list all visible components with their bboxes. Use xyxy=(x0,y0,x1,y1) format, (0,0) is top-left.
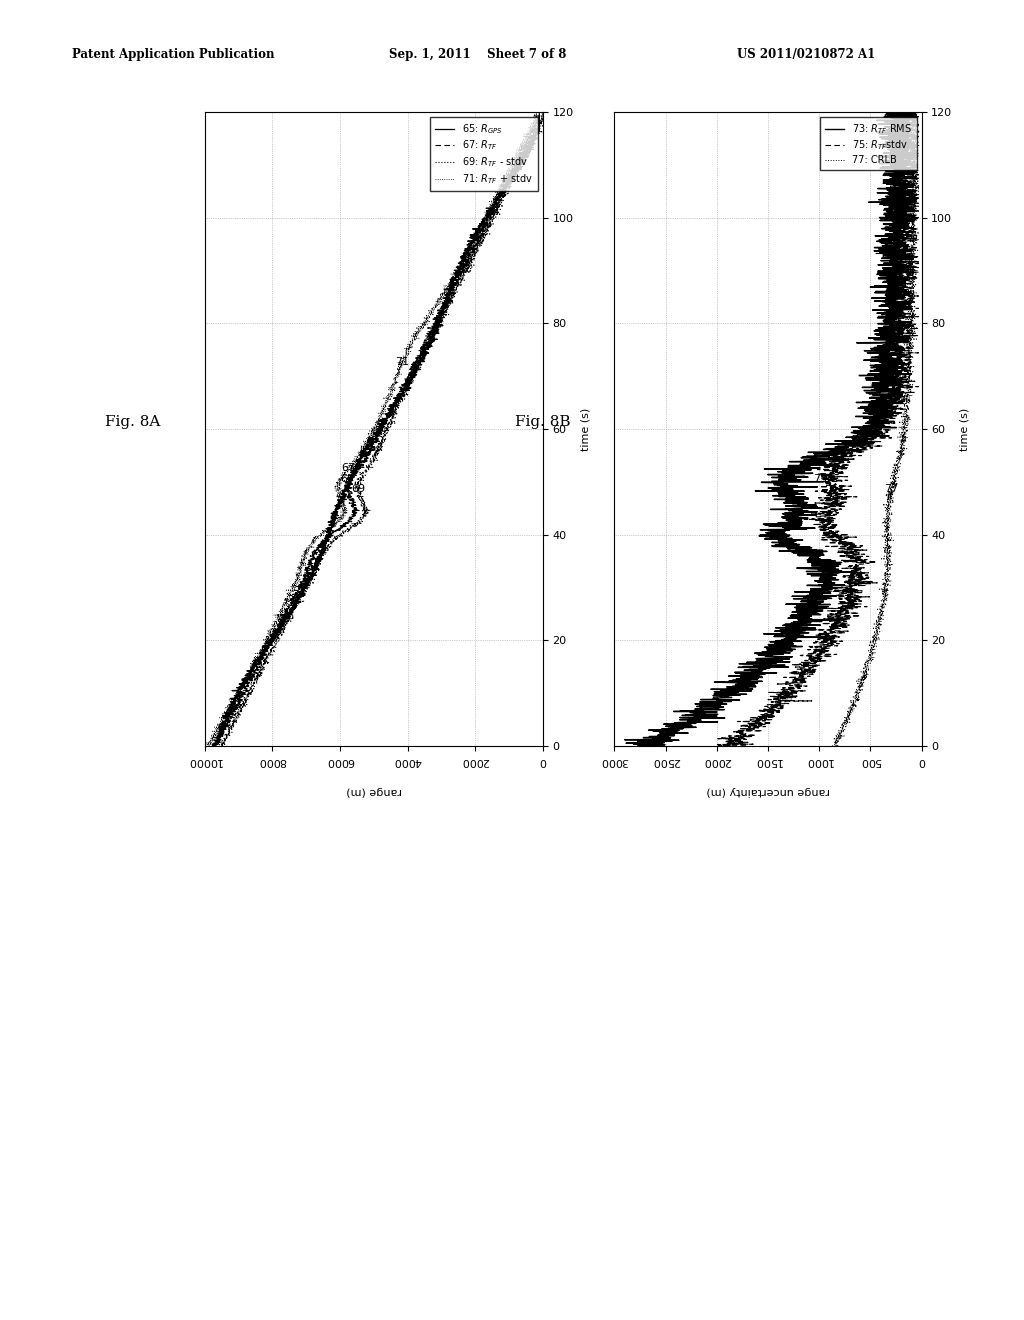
Text: Fig. 8A: Fig. 8A xyxy=(105,416,161,429)
Legend: 73: $R_{TF}$ RMS, 75: $R_{TF}$stdv, 77: CRLB: 73: $R_{TF}$ RMS, 75: $R_{TF}$stdv, 77: … xyxy=(820,117,916,170)
Text: Patent Application Publication: Patent Application Publication xyxy=(72,48,274,61)
Text: US 2011/0210872 A1: US 2011/0210872 A1 xyxy=(737,48,876,61)
Text: 67: 67 xyxy=(342,463,355,473)
Y-axis label: time (s): time (s) xyxy=(581,408,591,450)
Y-axis label: time (s): time (s) xyxy=(959,408,970,450)
Text: Fig. 8B: Fig. 8B xyxy=(515,416,570,429)
Text: 71: 71 xyxy=(395,358,410,367)
Text: 75: 75 xyxy=(813,458,826,467)
Text: 65: 65 xyxy=(340,474,354,483)
Text: 69: 69 xyxy=(351,484,365,494)
Text: 73: 73 xyxy=(813,474,827,483)
X-axis label: range uncertainty (m): range uncertainty (m) xyxy=(707,787,829,796)
Text: Sep. 1, 2011    Sheet 7 of 8: Sep. 1, 2011 Sheet 7 of 8 xyxy=(389,48,566,61)
X-axis label: range (m): range (m) xyxy=(346,787,401,796)
Text: 77: 77 xyxy=(885,484,899,494)
Legend: 65: $R_{GPS}$, 67: $R_{TF}$, 69: $R_{TF}$ - stdv, 71: $R_{TF}$ + stdv: 65: $R_{GPS}$, 67: $R_{TF}$, 69: $R_{TF}… xyxy=(430,117,538,190)
